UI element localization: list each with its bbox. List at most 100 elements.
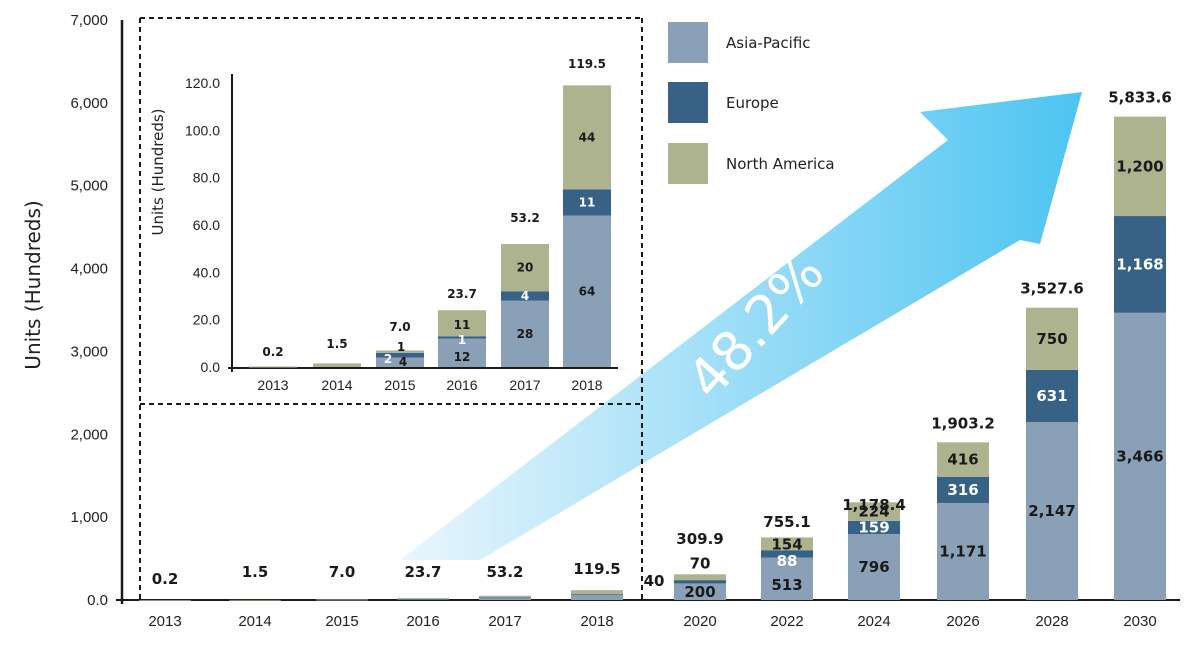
inset-segment-label: 64 bbox=[579, 284, 596, 298]
main-segment-label: 1,168 bbox=[1116, 255, 1163, 273]
main-total-label: 23.7 bbox=[404, 563, 441, 581]
legend-label: North America bbox=[726, 155, 835, 173]
main-y-axis-label: Units (Hundreds) bbox=[21, 200, 45, 369]
main-bar-europe-2016 bbox=[397, 598, 449, 600]
inset-x-tick-label: 2013 bbox=[257, 377, 288, 393]
main-segment-label: 159 bbox=[858, 518, 889, 536]
main-bar-asia-pacific-2024 bbox=[848, 534, 900, 600]
main-y-axis: 0.0 1,000 2,000 3,000 4,000 5,000 6,000 7,000 bbox=[70, 12, 108, 609]
main-total-label: 119.5 bbox=[573, 560, 620, 578]
main-segment-label: 200 bbox=[684, 583, 715, 601]
main-segment-label: 631 bbox=[1036, 387, 1067, 405]
main-segment-label: 2,147 bbox=[1028, 502, 1075, 520]
inset-y-axis-label: Units (Hundreds) bbox=[149, 108, 167, 235]
main-bar-asia-pacific-2020 bbox=[674, 583, 726, 600]
main-total-label: 1,178.4 bbox=[842, 496, 906, 514]
main-segment-label: 88 bbox=[777, 552, 798, 570]
inset-bar-north-america-2017 bbox=[501, 243, 549, 292]
inset-y-tick-label: 80.0 bbox=[193, 170, 220, 186]
inset-bar-north-america-2015 bbox=[376, 350, 424, 353]
main-bar-europe-2030 bbox=[1114, 216, 1166, 313]
main-bar-north-america-2030 bbox=[1114, 116, 1166, 217]
main-segment-label: 796 bbox=[858, 558, 889, 576]
inset-y-tick-label: 100.0 bbox=[185, 122, 220, 138]
main-x-tick-label: 2014 bbox=[238, 613, 271, 630]
main-bar-asia-pacific-2028 bbox=[1026, 422, 1078, 600]
inset-segment-label: 11 bbox=[454, 318, 471, 332]
inset-segment-label: 12 bbox=[454, 350, 471, 364]
main-bar-europe-2020 bbox=[674, 580, 726, 584]
main-y-tick-label: 1,000 bbox=[70, 509, 108, 526]
main-total-label: 1,903.2 bbox=[931, 414, 995, 432]
inset-segment-label: 4 bbox=[521, 289, 529, 303]
inset-total-label: 1.5 bbox=[326, 337, 347, 351]
inset-x-tick-label: 2015 bbox=[384, 377, 415, 393]
main-y-tick-label: 5,000 bbox=[70, 178, 108, 195]
main-segment-label: 154 bbox=[771, 535, 802, 553]
legend-label: Asia-Pacific bbox=[726, 34, 811, 52]
inset-bar-north-america-2016 bbox=[438, 310, 486, 337]
inset-y-axis: 0.0 20.0 40.0 60.0 80.0 100.0 120.0 bbox=[185, 75, 220, 375]
inset-total-label: 7.0 bbox=[389, 320, 410, 334]
legend-label: Europe bbox=[726, 94, 779, 112]
main-bar-north-america-2013 bbox=[139, 599, 191, 601]
legend-swatch-asia-pacific bbox=[668, 22, 708, 63]
inset-x-tick-label: 2014 bbox=[321, 377, 352, 393]
inset-total-label: 23.7 bbox=[447, 287, 477, 301]
inset-x-tick-label: 2017 bbox=[509, 377, 540, 393]
inset-x-tick-label: 2016 bbox=[446, 377, 477, 393]
main-total-label: 5,833.6 bbox=[1108, 89, 1172, 107]
main-total-label: 755.1 bbox=[763, 513, 810, 531]
inset-bar-europe-2017 bbox=[501, 291, 549, 301]
main-bar-europe-2018 bbox=[571, 593, 623, 595]
main-bar-north-america-2020 bbox=[674, 574, 726, 581]
main-total-label: 1.5 bbox=[242, 563, 269, 581]
main-segment-label: 513 bbox=[771, 576, 802, 594]
main-total-label: 3,527.6 bbox=[1020, 280, 1084, 298]
main-x-tick-label: 2018 bbox=[580, 613, 613, 630]
inset-bar-europe-2015 bbox=[376, 352, 424, 358]
main-bar-europe-2022 bbox=[761, 550, 813, 558]
inset-segment-label: 28 bbox=[517, 327, 534, 341]
main-bar-north-america-2024 bbox=[848, 502, 900, 521]
main-bar-asia-pacific-2022 bbox=[761, 557, 813, 600]
main-y-tick-label: 6,000 bbox=[70, 95, 108, 112]
main-bar-asia-pacific-2017 bbox=[479, 597, 531, 600]
inset-y-tick-label: 20.0 bbox=[193, 312, 220, 328]
inset-bar-asia-pacific-2016 bbox=[438, 338, 486, 367]
main-x-tick-label: 2013 bbox=[148, 613, 181, 630]
inset-y-tick-label: 40.0 bbox=[193, 264, 220, 280]
inset-bar-north-america-2013 bbox=[249, 366, 297, 368]
inset-bar-europe-2016 bbox=[438, 336, 486, 339]
main-y-tick-label: 3,000 bbox=[70, 343, 108, 360]
main-x-tick-label: 2015 bbox=[325, 613, 358, 630]
inset-segment-label: 2 bbox=[384, 352, 392, 366]
main-segment-label: 416 bbox=[947, 451, 978, 469]
inset-x-ticks: 2013 2014 2015 2016 2017 2018 bbox=[257, 377, 602, 393]
inset-segment-label: 1 bbox=[397, 340, 405, 354]
main-total-label: 309.9 bbox=[676, 530, 723, 548]
main-segment-label: 316 bbox=[947, 481, 978, 499]
main-segment-label: 40 bbox=[644, 572, 665, 590]
main-bar-north-america-2026 bbox=[937, 442, 989, 477]
inset-bar-north-america-2018 bbox=[563, 85, 611, 190]
inset-total-label: 53.2 bbox=[510, 211, 540, 225]
main-segment-label: 224 bbox=[858, 503, 889, 521]
main-bar-asia-pacific-2030 bbox=[1114, 312, 1166, 600]
inset-segment-label: 4 bbox=[399, 355, 407, 369]
main-x-tick-label: 2017 bbox=[488, 613, 521, 630]
inset-bar-north-america-2014 bbox=[313, 363, 361, 367]
main-segment-label: 1,171 bbox=[939, 542, 986, 560]
inset-y-tick-label: 60.0 bbox=[193, 217, 220, 233]
main-bar-north-america-2028 bbox=[1026, 307, 1078, 370]
main-y-tick-label: 7,000 bbox=[70, 12, 108, 29]
legend: Asia-Pacific Europe North America bbox=[668, 22, 835, 184]
main-x-tick-label: 2030 bbox=[1123, 613, 1156, 630]
main-total-label: 0.2 bbox=[152, 570, 179, 588]
main-y-tick-label: 4,000 bbox=[70, 261, 108, 278]
main-bar-north-america-2018 bbox=[571, 590, 623, 594]
main-bar-north-america-2016 bbox=[397, 598, 449, 599]
main-segment-label: 70 bbox=[690, 554, 711, 572]
main-bar-europe-2024 bbox=[848, 520, 900, 535]
main-x-tick-label: 2024 bbox=[857, 613, 890, 630]
